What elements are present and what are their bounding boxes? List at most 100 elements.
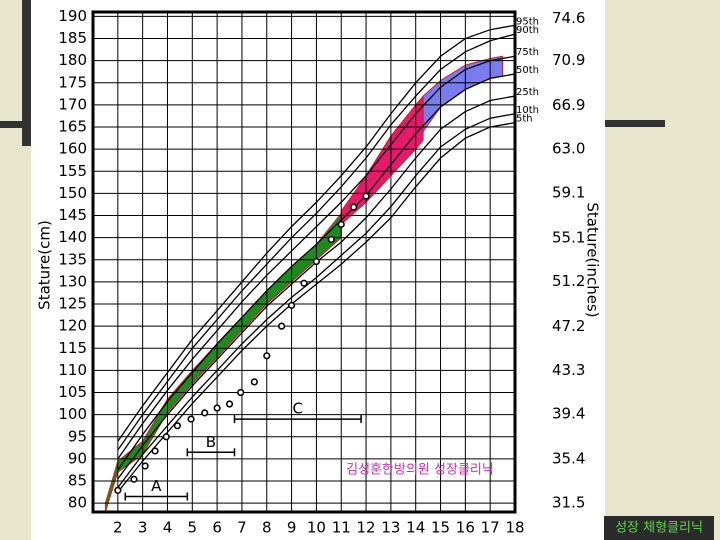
y-tick-label: 175 [58, 73, 87, 91]
x-tick-label: 10 [307, 519, 326, 537]
percentile-line [117, 121, 516, 493]
y-tick-label: 90 [68, 449, 87, 467]
y-tick-label: 125 [58, 295, 87, 313]
y2-tick-label: 43.3 [552, 361, 585, 379]
patient-point [114, 486, 122, 494]
x-tick-label: 13 [381, 519, 400, 537]
patient-point [312, 257, 321, 266]
x-tick-label: 16 [456, 519, 475, 537]
y-tick-label: 155 [58, 162, 87, 180]
legend-label: 90th [516, 25, 539, 36]
y-tick-label: 160 [58, 140, 87, 158]
y-tick-label: 100 [58, 405, 87, 423]
legend-label: 75th [516, 47, 539, 58]
patient-point [300, 279, 308, 287]
patient-point [327, 235, 335, 244]
patient-point [213, 404, 221, 412]
y-tick-label: 135 [58, 250, 87, 268]
percentile-line [117, 33, 516, 451]
y2-tick-label: 59.1 [552, 183, 585, 201]
legend-label: 25th [516, 87, 539, 98]
chart-panel [31, 0, 605, 540]
y-tick-label: 80 [68, 494, 87, 512]
patient-point [141, 462, 149, 470]
patient-point [187, 415, 195, 423]
y-tick-label: 115 [58, 339, 87, 357]
patient-point [173, 422, 181, 430]
patient-point [263, 352, 271, 360]
y2-tick-label: 55.1 [552, 228, 585, 246]
x-tick-label: 4 [163, 519, 173, 537]
x-tick-label: 11 [332, 519, 351, 537]
y2-tick-label: 74.6 [552, 9, 585, 27]
x-tick-label: 7 [237, 519, 247, 537]
percentile-line [117, 113, 516, 489]
legend-label: 10th [516, 105, 539, 116]
patient-point [337, 220, 345, 228]
x-tick-label: 5 [188, 519, 198, 537]
y-tick-label: 110 [58, 361, 87, 379]
footer: 성장 체형클리닉 [615, 521, 703, 536]
y-tick-label: 165 [58, 118, 87, 136]
patient-point [237, 388, 245, 397]
y2-axis-title: Stature(inches) [584, 202, 602, 317]
x-tick-label: 8 [262, 519, 272, 537]
y-tick-label: 140 [58, 228, 87, 246]
y2-tick-label: 66.9 [552, 96, 585, 114]
decor-bar [605, 120, 665, 127]
x-tick-label: 15 [431, 519, 450, 537]
decor-bar [22, 0, 31, 146]
x-tick-label: 18 [505, 519, 524, 537]
x-tick-label: 2 [113, 519, 123, 537]
range-label: B [206, 433, 216, 451]
y-tick-label: 170 [58, 95, 87, 113]
x-tick-label: 14 [406, 519, 425, 537]
patient-point [250, 378, 258, 386]
y2-tick-label: 31.5 [552, 494, 585, 512]
patient-point [225, 400, 234, 408]
y2-tick-label: 63.0 [552, 140, 585, 158]
y-tick-label: 120 [58, 317, 87, 335]
percentile-line [117, 55, 516, 460]
y2-tick-label: 51.2 [552, 272, 585, 290]
percentile-line [117, 24, 516, 442]
y-tick-label: 180 [58, 51, 87, 69]
patient-point [130, 475, 138, 483]
patient-point [278, 322, 286, 330]
plot-border [91, 10, 517, 514]
y-tick-label: 150 [58, 184, 87, 202]
patient-point [350, 203, 358, 211]
patient-point [287, 301, 296, 309]
y2-tick-label: 70.9 [552, 51, 585, 69]
patient-point [201, 409, 209, 417]
percentile-line [117, 73, 516, 471]
y-tick-label: 95 [68, 427, 87, 445]
x-tick-label: 6 [212, 519, 222, 537]
x-tick-label: 9 [287, 519, 297, 537]
footer-box [604, 516, 714, 540]
y2-tick-label: 39.4 [552, 405, 585, 423]
y-tick-label: 145 [58, 206, 87, 224]
x-tick-label: 3 [138, 519, 148, 537]
patient-point [162, 433, 170, 441]
patient-point [362, 192, 370, 200]
y-tick-label: 185 [58, 29, 87, 47]
y2-tick-label: 47.2 [552, 317, 585, 335]
watermark: 김성훈한방의원 성장클리닉 [346, 463, 494, 478]
y-tick-label: 85 [68, 472, 87, 490]
y2-tick-label: 35.4 [552, 450, 585, 468]
legend-label: 95th [516, 16, 539, 27]
range-label: A [151, 477, 162, 495]
legend-label: 50th [516, 65, 539, 76]
decor-bar [0, 121, 31, 128]
y-axis-title: Stature(cm) [36, 220, 54, 310]
range-label: C [293, 400, 303, 418]
x-tick-label: 12 [357, 519, 376, 537]
legend-label: 5th [516, 114, 533, 125]
y-tick-label: 130 [58, 272, 87, 290]
y-tick-label: 105 [58, 383, 87, 401]
patient-point [151, 447, 159, 455]
x-tick-label: 17 [481, 519, 500, 537]
